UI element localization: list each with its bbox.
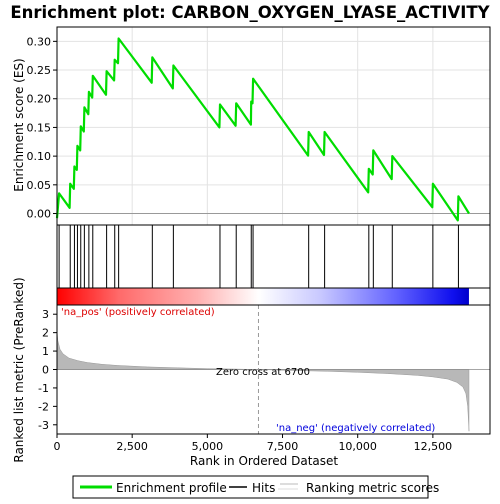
x-tick-label: 12,500 bbox=[414, 440, 453, 453]
x-tick-label: 7,500 bbox=[267, 440, 299, 453]
x-tick-label: 10,000 bbox=[338, 440, 377, 453]
legend: Enrichment profile Hits Ranking metric s… bbox=[72, 475, 439, 499]
zero-cross-label: Zero cross at 6700 bbox=[216, 367, 310, 378]
hits-panel bbox=[56, 224, 491, 306]
legend-label-metric: Ranking metric scores bbox=[306, 481, 439, 495]
es-tick-label: 0.05 bbox=[27, 179, 52, 192]
es-profile-line bbox=[55, 37, 470, 222]
es-tick-label: 0.00 bbox=[27, 208, 52, 221]
metric-axis-label: Ranked list metric (PreRanked) bbox=[12, 277, 26, 462]
neg-label: 'na_neg' (negatively correlated) bbox=[276, 423, 435, 434]
es-tick-label: 0.10 bbox=[27, 150, 52, 163]
metric-tick-label: -1 bbox=[38, 382, 49, 395]
es-panel: 0.00 0.05 0.10 0.15 0.20 0.25 0.30 bbox=[27, 26, 491, 226]
metric-tick-label: -2 bbox=[38, 400, 49, 413]
x-tick-label: 2,500 bbox=[116, 440, 148, 453]
chart-title: Enrichment plot: CARBON_OXYGEN_LYASE_ACT… bbox=[10, 3, 490, 22]
x-axis-label: Rank in Ordered Dataset bbox=[190, 454, 338, 468]
es-tick-label: 0.15 bbox=[27, 121, 52, 134]
x-tick-label: 5,000 bbox=[192, 440, 224, 453]
pos-label: 'na_pos' (positively correlated) bbox=[61, 307, 215, 318]
metric-tick-label: 0 bbox=[42, 364, 49, 377]
metric-panel: -3 -2 -1 0 1 2 3 0 2,500 5,000 7,500 10,000 12,500 bbox=[38, 304, 491, 453]
es-tick-label: 0.30 bbox=[27, 35, 52, 48]
es-tick-label: 0.20 bbox=[27, 93, 52, 106]
legend-label-es: Enrichment profile bbox=[116, 481, 227, 495]
ranking-color-bar bbox=[57, 288, 469, 305]
legend-box bbox=[72, 475, 429, 499]
es-axis-label: Enrichment score (ES) bbox=[12, 58, 26, 191]
metric-tick-label: 3 bbox=[42, 308, 49, 321]
x-tick-label: 0 bbox=[54, 440, 61, 453]
hits-plot-area bbox=[56, 224, 491, 289]
metric-tick-label: 2 bbox=[42, 327, 49, 340]
es-tick-label: 0.25 bbox=[27, 64, 52, 77]
metric-tick-label: 1 bbox=[42, 345, 49, 358]
es-plot-area bbox=[57, 27, 490, 225]
legend-label-hits: Hits bbox=[252, 481, 275, 495]
metric-tick-label: -3 bbox=[38, 419, 49, 432]
metric-plot-frame bbox=[56, 304, 491, 435]
